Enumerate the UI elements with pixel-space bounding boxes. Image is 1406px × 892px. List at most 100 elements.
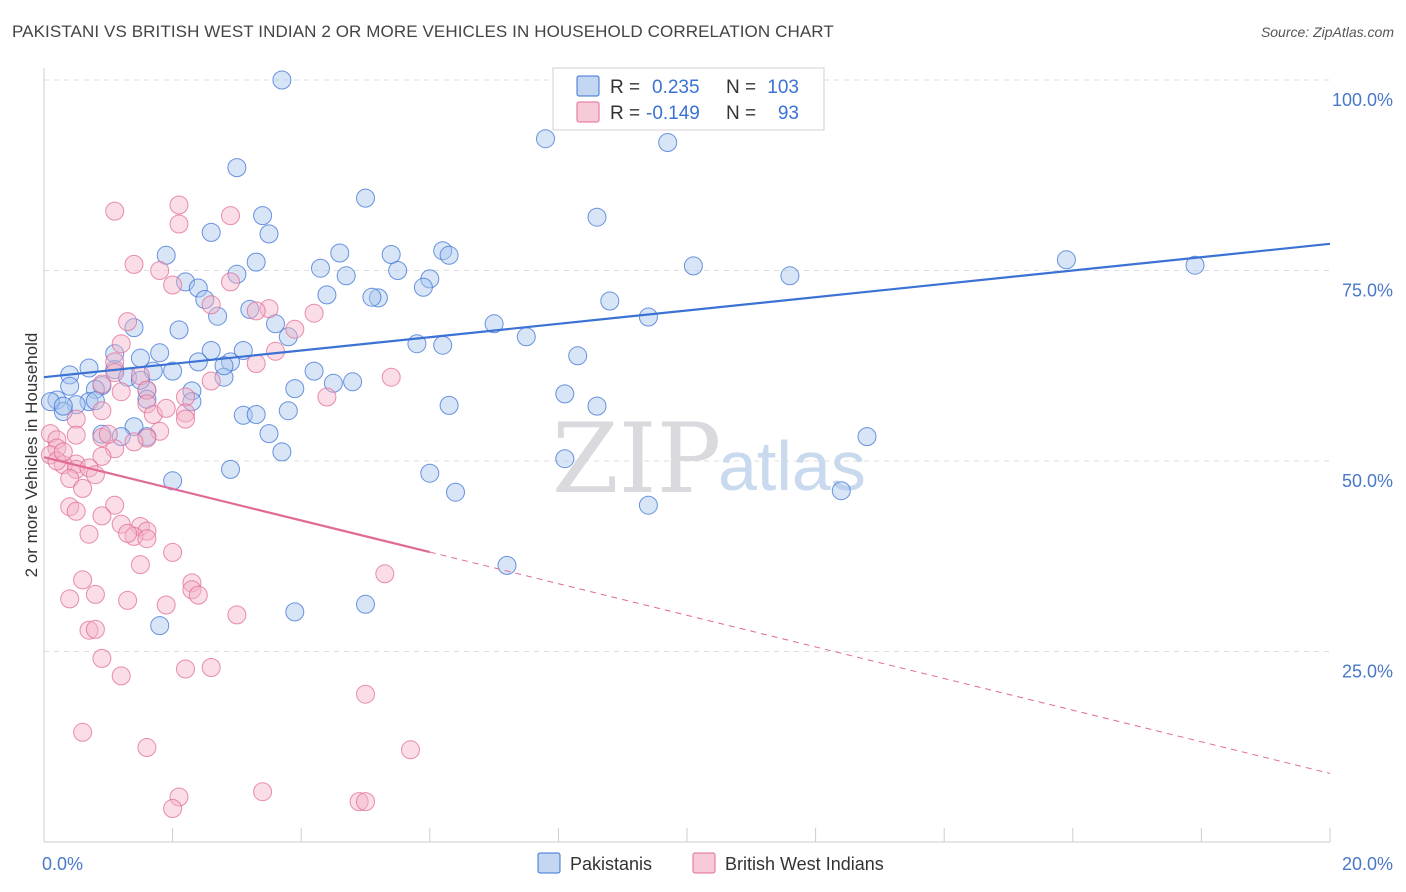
point-british-west-indians-51 [66, 501, 86, 521]
series-legend-swatch-british-west-indians [692, 852, 716, 874]
point-pakistanis-35 [240, 299, 260, 319]
point-british-west-indians-83 [169, 787, 189, 807]
point-pakistanis-91 [497, 555, 517, 575]
watermark-atlas: atlas [718, 427, 866, 505]
point-british-west-indians-65 [182, 580, 202, 600]
point-british-west-indians-61 [130, 555, 150, 575]
point-pakistanis-6 [587, 207, 607, 227]
watermark: ZIP atlas [552, 403, 866, 515]
point-pakistanis-97 [53, 396, 73, 416]
point-british-west-indians-88 [53, 442, 73, 462]
point-british-west-indians-12 [118, 312, 138, 332]
point-pakistanis-45 [150, 343, 170, 363]
point-british-west-indians-66 [85, 584, 105, 604]
point-british-west-indians-10 [246, 301, 266, 321]
point-british-west-indians-2 [221, 206, 240, 226]
point-british-west-indians-78 [356, 684, 375, 704]
y-tick-label-0: 25.0% [1342, 662, 1393, 682]
point-british-west-indians-22 [111, 382, 131, 402]
point-pakistanis-8 [201, 222, 221, 242]
point-british-west-indians-34 [137, 428, 157, 448]
point-british-west-indians-13 [285, 319, 305, 339]
point-british-west-indians-16 [246, 354, 266, 373]
point-pakistanis-65 [285, 379, 305, 399]
point-pakistanis-11 [330, 243, 350, 263]
point-british-west-indians-57 [79, 524, 99, 544]
point-pakistanis-78 [124, 417, 144, 437]
point-british-west-indians-91 [201, 371, 221, 391]
point-pakistanis-94 [150, 616, 170, 636]
point-pakistanis-31 [195, 290, 215, 309]
point-british-west-indians-1 [105, 201, 125, 221]
point-pakistanis-47 [105, 344, 125, 364]
point-pakistanis-84 [555, 449, 575, 469]
point-pakistanis-34 [638, 307, 658, 327]
point-british-west-indians-75 [176, 659, 195, 679]
point-pakistanis-68 [79, 392, 99, 412]
point-british-west-indians-82 [253, 782, 273, 802]
legend-swatch-british-west-indians [576, 101, 600, 123]
point-pakistanis-9 [259, 224, 279, 244]
legend-n-label-british-west-indians: N = [726, 103, 756, 124]
axes [43, 68, 1331, 843]
point-british-west-indians-29 [176, 409, 195, 429]
point-pakistanis-54 [163, 361, 183, 381]
point-british-west-indians-52 [92, 506, 112, 526]
point-british-west-indians-81 [401, 740, 420, 760]
series-legend-swatch-pakistanis [537, 852, 561, 874]
trend-lines [43, 242, 1331, 774]
point-british-west-indians-71 [227, 605, 247, 625]
source-credit: Source: ZipAtlas.com [1260, 24, 1394, 40]
point-pakistanis-74 [587, 396, 607, 416]
point-pakistanis-96 [40, 392, 60, 412]
point-pakistanis-19 [1056, 250, 1076, 270]
point-pakistanis-2 [536, 129, 555, 149]
series-legend-label-pakistanis: Pakistanis [570, 854, 652, 874]
y-tick-label-3: 100.0% [1332, 90, 1393, 110]
point-pakistanis-28 [317, 285, 337, 305]
point-pakistanis-27 [413, 277, 433, 297]
point-british-west-indians-92 [266, 341, 285, 361]
point-pakistanis-18 [683, 256, 703, 276]
point-british-west-indians-53 [111, 514, 131, 534]
point-pakistanis-15 [246, 252, 266, 272]
point-british-west-indians-69 [118, 590, 138, 610]
point-british-west-indians-58 [118, 523, 138, 543]
point-british-west-indians-85 [349, 792, 369, 812]
point-british-west-indians-21 [137, 380, 157, 400]
legend-n-label-pakistanis: N = [726, 77, 756, 98]
point-pakistanis-95 [259, 424, 279, 444]
point-pakistanis-86 [420, 463, 440, 483]
point-british-west-indians-74 [92, 648, 112, 668]
trend-line-extension-british-west-indians [429, 551, 1331, 774]
legend-n-value-pakistanis: 103 [767, 77, 799, 98]
point-pakistanis-82 [857, 427, 877, 447]
point-british-west-indians-67 [188, 585, 208, 605]
point-pakistanis-17 [388, 261, 408, 280]
point-pakistanis-42 [433, 335, 453, 355]
point-british-west-indians-18 [381, 367, 401, 387]
point-british-west-indians-48 [73, 478, 93, 498]
point-pakistanis-61 [60, 376, 80, 396]
point-pakistanis-98 [214, 356, 234, 376]
point-british-west-indians-64 [182, 573, 202, 593]
series-legend-label-british-west-indians: British West Indians [725, 854, 884, 874]
x-tick-label-1: 20.0% [1342, 854, 1393, 874]
series-legend: Pakistanis British West Indians [537, 852, 884, 874]
point-pakistanis-62 [85, 379, 105, 399]
point-british-west-indians-37 [124, 432, 144, 452]
point-british-west-indians-62 [375, 564, 395, 584]
point-british-west-indians-63 [73, 570, 93, 590]
point-pakistanis-89 [831, 481, 851, 501]
point-pakistanis-22 [227, 264, 247, 284]
point-british-west-indians-77 [111, 666, 131, 686]
point-british-west-indians-86 [356, 792, 375, 812]
point-british-west-indians-11 [304, 303, 324, 323]
point-pakistanis-3 [658, 133, 678, 152]
point-british-west-indians-5 [150, 261, 170, 280]
point-pakistanis-100 [343, 372, 363, 392]
point-pakistanis-88 [446, 482, 465, 502]
point-pakistanis-32 [600, 291, 620, 311]
x-tick-labels: 0.0% 20.0% [42, 854, 1393, 874]
point-pakistanis-40 [278, 327, 298, 347]
